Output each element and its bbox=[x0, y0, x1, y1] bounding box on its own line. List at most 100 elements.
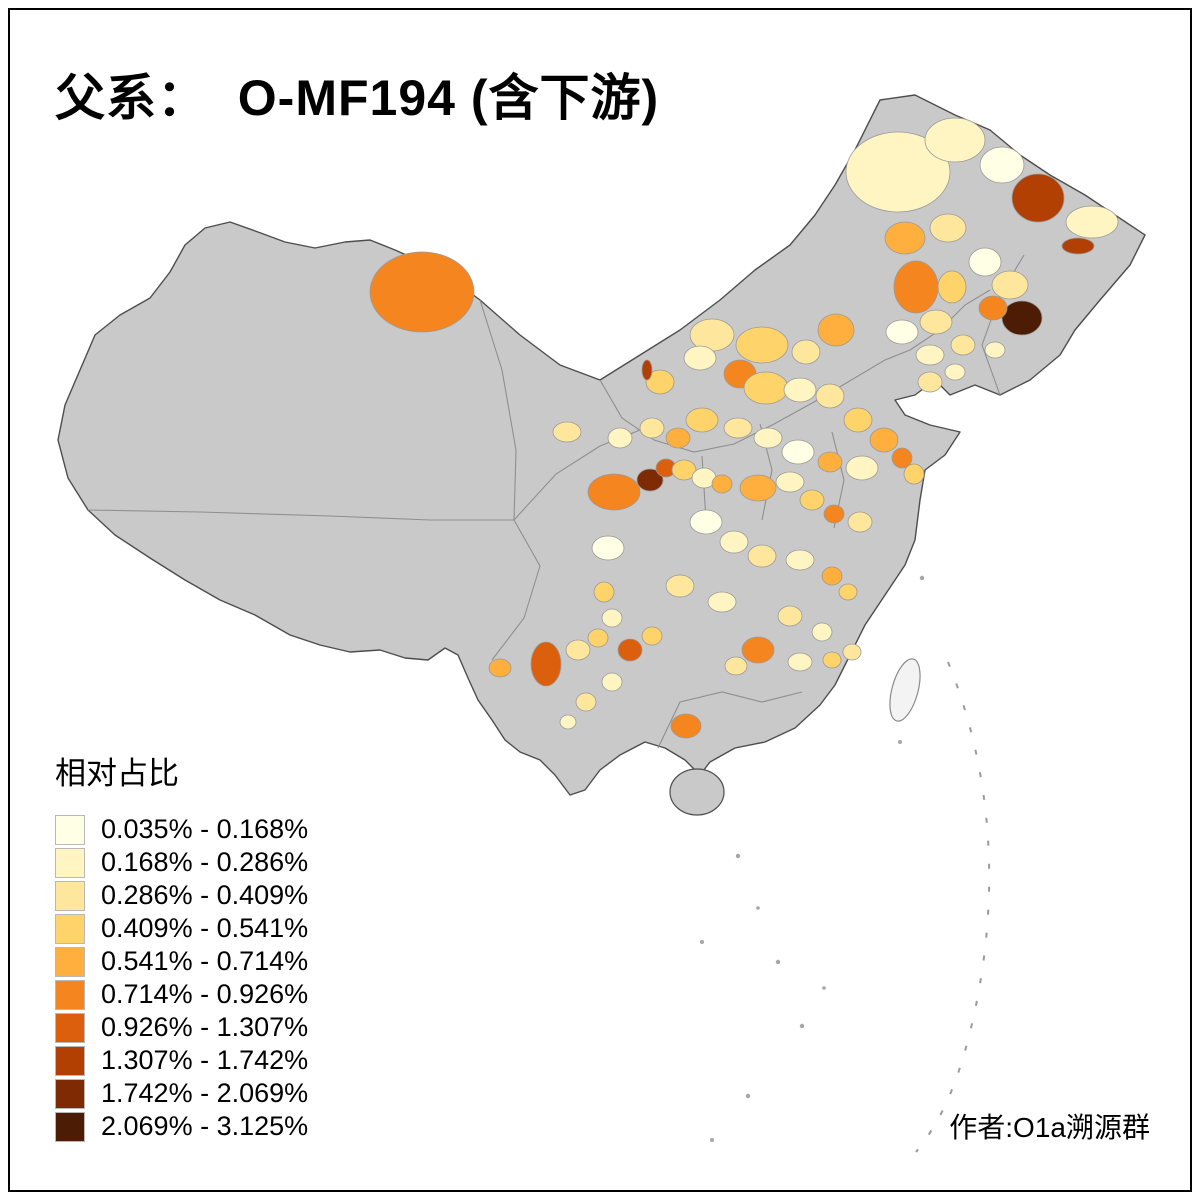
map-region bbox=[601, 608, 623, 628]
map-region bbox=[823, 504, 845, 524]
map-region bbox=[968, 247, 1002, 277]
legend-swatch bbox=[55, 1045, 85, 1076]
map-region bbox=[929, 213, 967, 243]
map-region bbox=[685, 407, 719, 433]
map-region bbox=[815, 383, 845, 409]
legend-label: 1.307% - 1.742% bbox=[101, 1045, 309, 1075]
map-region bbox=[869, 427, 899, 453]
map-region bbox=[639, 417, 665, 439]
map-region bbox=[847, 511, 873, 533]
map-region bbox=[817, 313, 855, 347]
legend-swatch bbox=[55, 814, 85, 845]
map-region bbox=[783, 377, 817, 403]
legend-item: 0.286% - 0.409% bbox=[55, 879, 308, 912]
legend-label: 0.541% - 0.714% bbox=[101, 946, 309, 976]
map-region bbox=[978, 295, 1008, 321]
legend-item: 0.035% - 0.168% bbox=[55, 813, 308, 846]
legend-label: 0.035% - 0.168% bbox=[101, 814, 309, 844]
map-region bbox=[369, 251, 475, 333]
legend-label: 0.926% - 1.307% bbox=[101, 1012, 309, 1042]
map-region bbox=[683, 345, 717, 371]
map-region bbox=[723, 417, 753, 439]
map-region bbox=[984, 341, 1006, 359]
map-region bbox=[707, 591, 737, 613]
legend: 相对占比 0.035% - 0.168% 0.168% - 0.286% 0.286… bbox=[55, 748, 308, 1143]
map-region bbox=[891, 447, 913, 469]
legend-swatch bbox=[55, 946, 85, 977]
map-region bbox=[753, 427, 783, 449]
legend-label: 2.069% - 3.125% bbox=[101, 1111, 309, 1141]
map-region bbox=[785, 549, 815, 571]
map-region bbox=[937, 270, 967, 304]
legend-label: 0.168% - 0.286% bbox=[101, 847, 309, 877]
legend-item: 1.742% - 2.069% bbox=[55, 1077, 308, 1110]
legend-items: 0.035% - 0.168% 0.168% - 0.286% 0.286% - 0… bbox=[55, 813, 308, 1143]
map-region bbox=[641, 626, 663, 646]
map-region bbox=[845, 131, 951, 213]
map-region bbox=[587, 628, 609, 648]
map-region bbox=[711, 474, 733, 494]
map-region bbox=[565, 639, 591, 661]
map-region bbox=[587, 473, 641, 511]
map-region bbox=[530, 641, 562, 687]
map-region bbox=[743, 371, 789, 405]
map-region bbox=[821, 566, 843, 586]
map-region bbox=[991, 270, 1029, 300]
legend-swatch bbox=[55, 847, 85, 878]
map-region bbox=[670, 713, 702, 739]
legend-label: 0.714% - 0.926% bbox=[101, 979, 309, 1009]
map-region bbox=[559, 714, 577, 730]
legend-item: 1.307% - 1.742% bbox=[55, 1044, 308, 1077]
map-region bbox=[724, 656, 748, 676]
page-title: 父系： O-MF194 (含下游) bbox=[55, 70, 660, 126]
map-region bbox=[1001, 300, 1043, 336]
legend-swatch bbox=[55, 913, 85, 944]
legend-swatch bbox=[55, 979, 85, 1010]
legend-label: 0.409% - 0.541% bbox=[101, 913, 309, 943]
map-region bbox=[811, 622, 833, 642]
map-region bbox=[919, 309, 953, 335]
legend-item: 0.409% - 0.541% bbox=[55, 912, 308, 945]
legend-item: 0.541% - 0.714% bbox=[55, 945, 308, 978]
map-region bbox=[885, 319, 919, 345]
map-region bbox=[950, 334, 976, 356]
map-region bbox=[741, 636, 775, 664]
map-region bbox=[593, 581, 615, 603]
map-region bbox=[735, 326, 789, 364]
legend-item: 0.714% - 0.926% bbox=[55, 978, 308, 1011]
map-region bbox=[924, 117, 986, 163]
map-region bbox=[884, 221, 926, 255]
legend-swatch bbox=[55, 1012, 85, 1043]
legend-item: 2.069% - 3.125% bbox=[55, 1110, 308, 1143]
map-region bbox=[552, 421, 582, 443]
map-region bbox=[617, 638, 643, 662]
map-region bbox=[747, 544, 777, 568]
map-region bbox=[822, 651, 842, 669]
map-region bbox=[843, 407, 873, 433]
map-region bbox=[979, 146, 1025, 184]
island-specks bbox=[700, 575, 925, 1142]
map-region bbox=[1011, 173, 1065, 223]
map-region bbox=[636, 468, 664, 492]
map-region bbox=[845, 455, 879, 481]
map-region bbox=[591, 535, 625, 561]
map-region bbox=[689, 509, 723, 535]
legend-swatch bbox=[55, 880, 85, 911]
map-region bbox=[1061, 237, 1095, 255]
map-region bbox=[607, 427, 633, 449]
map-region bbox=[665, 427, 691, 449]
map-region bbox=[917, 371, 943, 393]
map-region bbox=[903, 463, 925, 485]
map-region bbox=[893, 260, 939, 314]
map-region bbox=[719, 530, 749, 554]
map-region bbox=[915, 344, 945, 366]
author-credit: 作者:O1a溯源群 bbox=[949, 1112, 1150, 1143]
map-region bbox=[739, 474, 777, 502]
legend-swatch bbox=[55, 1111, 85, 1142]
sea-dash-line bbox=[915, 661, 991, 1153]
hainan-island bbox=[669, 768, 725, 816]
map-region bbox=[1065, 205, 1119, 239]
map-region bbox=[777, 605, 803, 627]
legend-label: 1.742% - 2.069% bbox=[101, 1078, 309, 1108]
